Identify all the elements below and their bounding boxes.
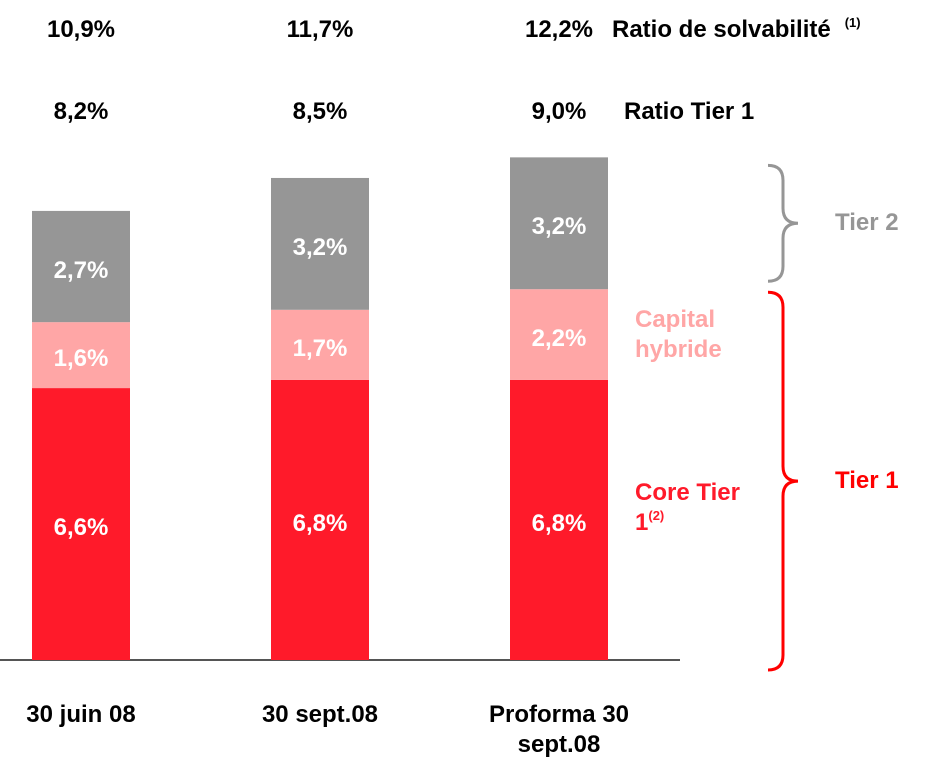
bar-segment — [271, 379, 369, 660]
bar-segment — [32, 322, 130, 389]
value-label: 2,2% — [531, 324, 587, 352]
bar-segment — [510, 379, 608, 660]
bar-segment — [271, 309, 369, 380]
legend-label: Tier 2 — [835, 209, 899, 237]
annotation-value: 11,7% — [286, 16, 354, 43]
annotation-value: 8,2% — [53, 98, 109, 125]
bracket-label: Tier 1 — [835, 467, 899, 495]
annotation-value: 12,2% — [524, 16, 594, 43]
x-tick-label: 30 sept.08 — [261, 701, 379, 728]
annotation-label: Ratio de solvabilité (1) — [612, 15, 861, 43]
x-tick-label: 30 juin 08 — [26, 701, 136, 728]
x-tick-label: Proforma 30 sept.08 — [488, 701, 630, 758]
legend-note: (2) — [648, 507, 665, 523]
tier2-brace — [767, 163, 799, 283]
legend-label: Capital hybride — [635, 305, 722, 363]
annotation-value: 10,9% — [46, 16, 116, 43]
tier1-brace — [767, 290, 799, 672]
value-label: 2,7% — [53, 256, 109, 284]
bar-segment — [271, 177, 369, 310]
value-label: 1,6% — [53, 345, 109, 373]
value-label: 3,2% — [531, 213, 587, 241]
bar-segment — [510, 289, 608, 380]
value-label: 3,2% — [292, 233, 348, 261]
bar-segment — [510, 157, 608, 290]
annotation-value: 8,5% — [292, 98, 348, 125]
value-label: 1,7% — [292, 334, 348, 362]
bar-segment — [32, 210, 130, 323]
annotation-label: Ratio Tier 1 — [624, 98, 755, 125]
value-label: 6,8% — [292, 509, 348, 537]
value-label: 6,8% — [531, 509, 587, 537]
bar-segment — [32, 388, 130, 660]
value-label: 6,6% — [53, 514, 109, 542]
annotation-value: 9,0% — [531, 98, 587, 125]
legend-label: Core Tier 1(2) — [635, 478, 740, 536]
annotation-note: (1) — [844, 15, 861, 30]
